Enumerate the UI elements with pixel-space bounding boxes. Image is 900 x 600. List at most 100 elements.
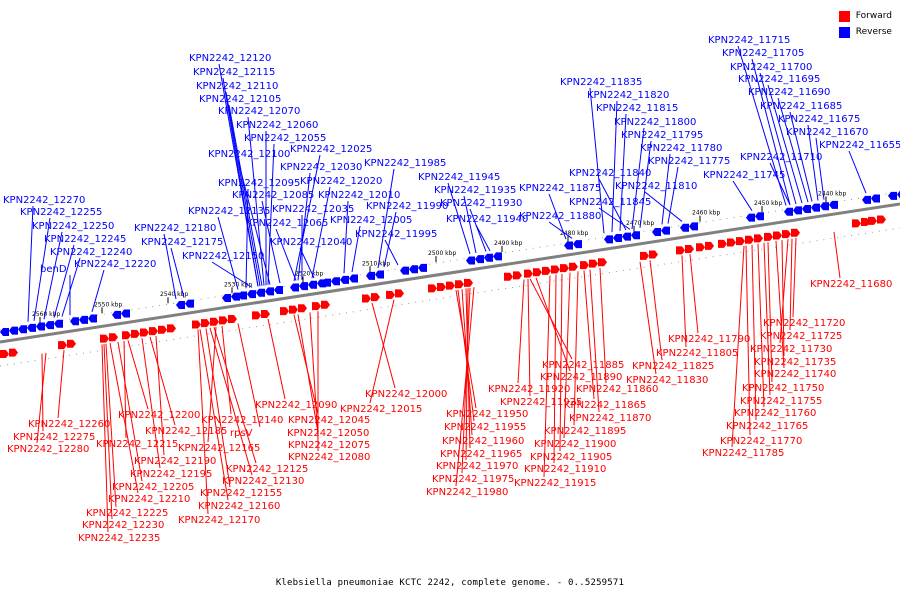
forward-gene: [122, 331, 131, 340]
forward-gene: [640, 251, 649, 260]
forward-gene: [201, 319, 210, 328]
reverse-gene-label: KPN2242_11810: [615, 181, 697, 192]
forward-gene-label: KPN2242_12215: [96, 439, 178, 450]
reverse-gene: [238, 291, 247, 300]
forward-connector: [833, 232, 841, 279]
forward-connector: [457, 289, 475, 422]
forward-gene: [533, 268, 542, 277]
forward-gene: [852, 219, 861, 228]
forward-gene: [455, 280, 464, 289]
reverse-gene: [689, 222, 698, 231]
legend: Forward Reverse: [838, 8, 892, 40]
reverse-connector: [611, 100, 618, 233]
forward-gene: [395, 289, 404, 298]
reverse-gene: [176, 301, 185, 310]
tick-label: 2460 kbp: [692, 210, 720, 217]
forward-gene-label: KPN2242_11970: [436, 461, 518, 472]
forward-gene: [504, 272, 513, 281]
reverse-gene-label: KPN2242_12095: [218, 178, 300, 189]
forward-gene-label: KPN2242_12075: [288, 440, 370, 451]
forward-gene: [158, 325, 167, 334]
forward-gene-label: KPN2242_11925: [500, 397, 582, 408]
reverse-gene-label: KPN2242_11935: [434, 185, 516, 196]
forward-connector: [149, 336, 176, 426]
reverse-gene-label: KPN2242_12010: [318, 190, 400, 201]
forward-gene: [0, 350, 9, 358]
forward-gene: [140, 328, 149, 337]
reverse-gene: [613, 234, 622, 243]
forward-gene-label: KPN2242_12080: [288, 452, 370, 463]
reverse-gene-label: KPN2242_11795: [621, 130, 703, 141]
reverse-connector: [245, 188, 249, 289]
forward-gene-label: KPN2242_12045: [288, 415, 370, 426]
reverse-gene: [45, 321, 54, 330]
forward-gene-label: KPN2242_11975: [432, 474, 514, 485]
forward-gene: [764, 232, 773, 241]
forward-gene: [861, 217, 870, 226]
forward-connector: [109, 343, 139, 494]
reverse-gene: [604, 235, 613, 244]
reverse-gene: [0, 328, 9, 336]
forward-gene: [685, 244, 694, 253]
forward-gene: [598, 258, 607, 267]
forward-connector: [199, 329, 229, 501]
reverse-connector: [261, 200, 281, 284]
forward-gene: [446, 281, 455, 290]
forward-gene-label: KPN2242_11730: [750, 344, 832, 355]
reverse-gene: [652, 228, 661, 237]
forward-gene: [280, 307, 289, 316]
reverse-gene: [331, 277, 340, 286]
forward-connector: [369, 299, 395, 404]
forward-gene-label: KPN2242_12260: [28, 419, 110, 430]
tick-label: 2550 kbp: [94, 301, 122, 308]
reverse-gene: [9, 326, 18, 335]
forward-connector: [237, 323, 261, 428]
forward-gene: [560, 264, 569, 273]
reverse-gene-label: KPN2242_12245: [44, 234, 126, 245]
reverse-gene-label: KPN2242_12135: [188, 206, 270, 217]
forward-swatch: [838, 10, 850, 22]
tick-label: 2530 kbp: [224, 281, 252, 288]
tick-label: 2440 kbp: [818, 190, 846, 197]
forward-connector: [465, 288, 471, 449]
reverse-gene: [299, 282, 308, 291]
forward-gene: [192, 320, 201, 329]
forward-connector: [649, 260, 663, 361]
forward-gene: [542, 266, 551, 275]
reverse-connector: [217, 216, 239, 290]
reverse-gene-label: KPN2242_11695: [738, 74, 820, 85]
forward-connector: [689, 254, 699, 334]
forward-gene-label: KPN2242_11860: [576, 384, 658, 395]
forward-connector: [535, 277, 571, 372]
forward-gene: [131, 329, 140, 338]
reverse-gene-label: KPN2242_12220: [74, 259, 156, 270]
tick-label: 2560 kbp: [32, 311, 60, 318]
reverse-connector: [769, 162, 791, 206]
forward-gene: [100, 334, 109, 343]
forward-gene-label: KPN2242_11785: [702, 448, 784, 459]
forward-gene-label: KPN2242_11885: [542, 360, 624, 371]
forward-gene-label: KPN2242_11725: [760, 331, 842, 342]
forward-gene-label: KPN2242_11890: [540, 372, 622, 383]
forward-gene: [705, 241, 714, 250]
forward-gene: [252, 311, 261, 320]
reverse-gene-label: KPN2242_11675: [778, 114, 860, 125]
forward-gene: [362, 294, 371, 303]
reverse-gene-label: KPN2242_12020: [300, 176, 382, 187]
forward-gene: [745, 235, 754, 244]
reverse-gene: [79, 315, 88, 324]
forward-gene: [551, 265, 560, 274]
reverse-gene: [661, 226, 670, 235]
forward-connector: [553, 274, 557, 464]
reverse-gene-label: KPN2242_12255: [20, 207, 102, 218]
reverse-connector: [644, 191, 683, 222]
forward-gene: [782, 230, 791, 239]
forward-gene: [727, 238, 736, 247]
reverse-gene: [680, 223, 689, 232]
forward-gene-label: KPN2242_12015: [340, 404, 422, 415]
reverse-gene: [888, 191, 897, 200]
reverse-gene: [340, 275, 349, 284]
reverse-gene: [231, 292, 240, 301]
reverse-connector: [211, 261, 253, 288]
forward-gene-label: KPN2242_11735: [754, 357, 836, 368]
